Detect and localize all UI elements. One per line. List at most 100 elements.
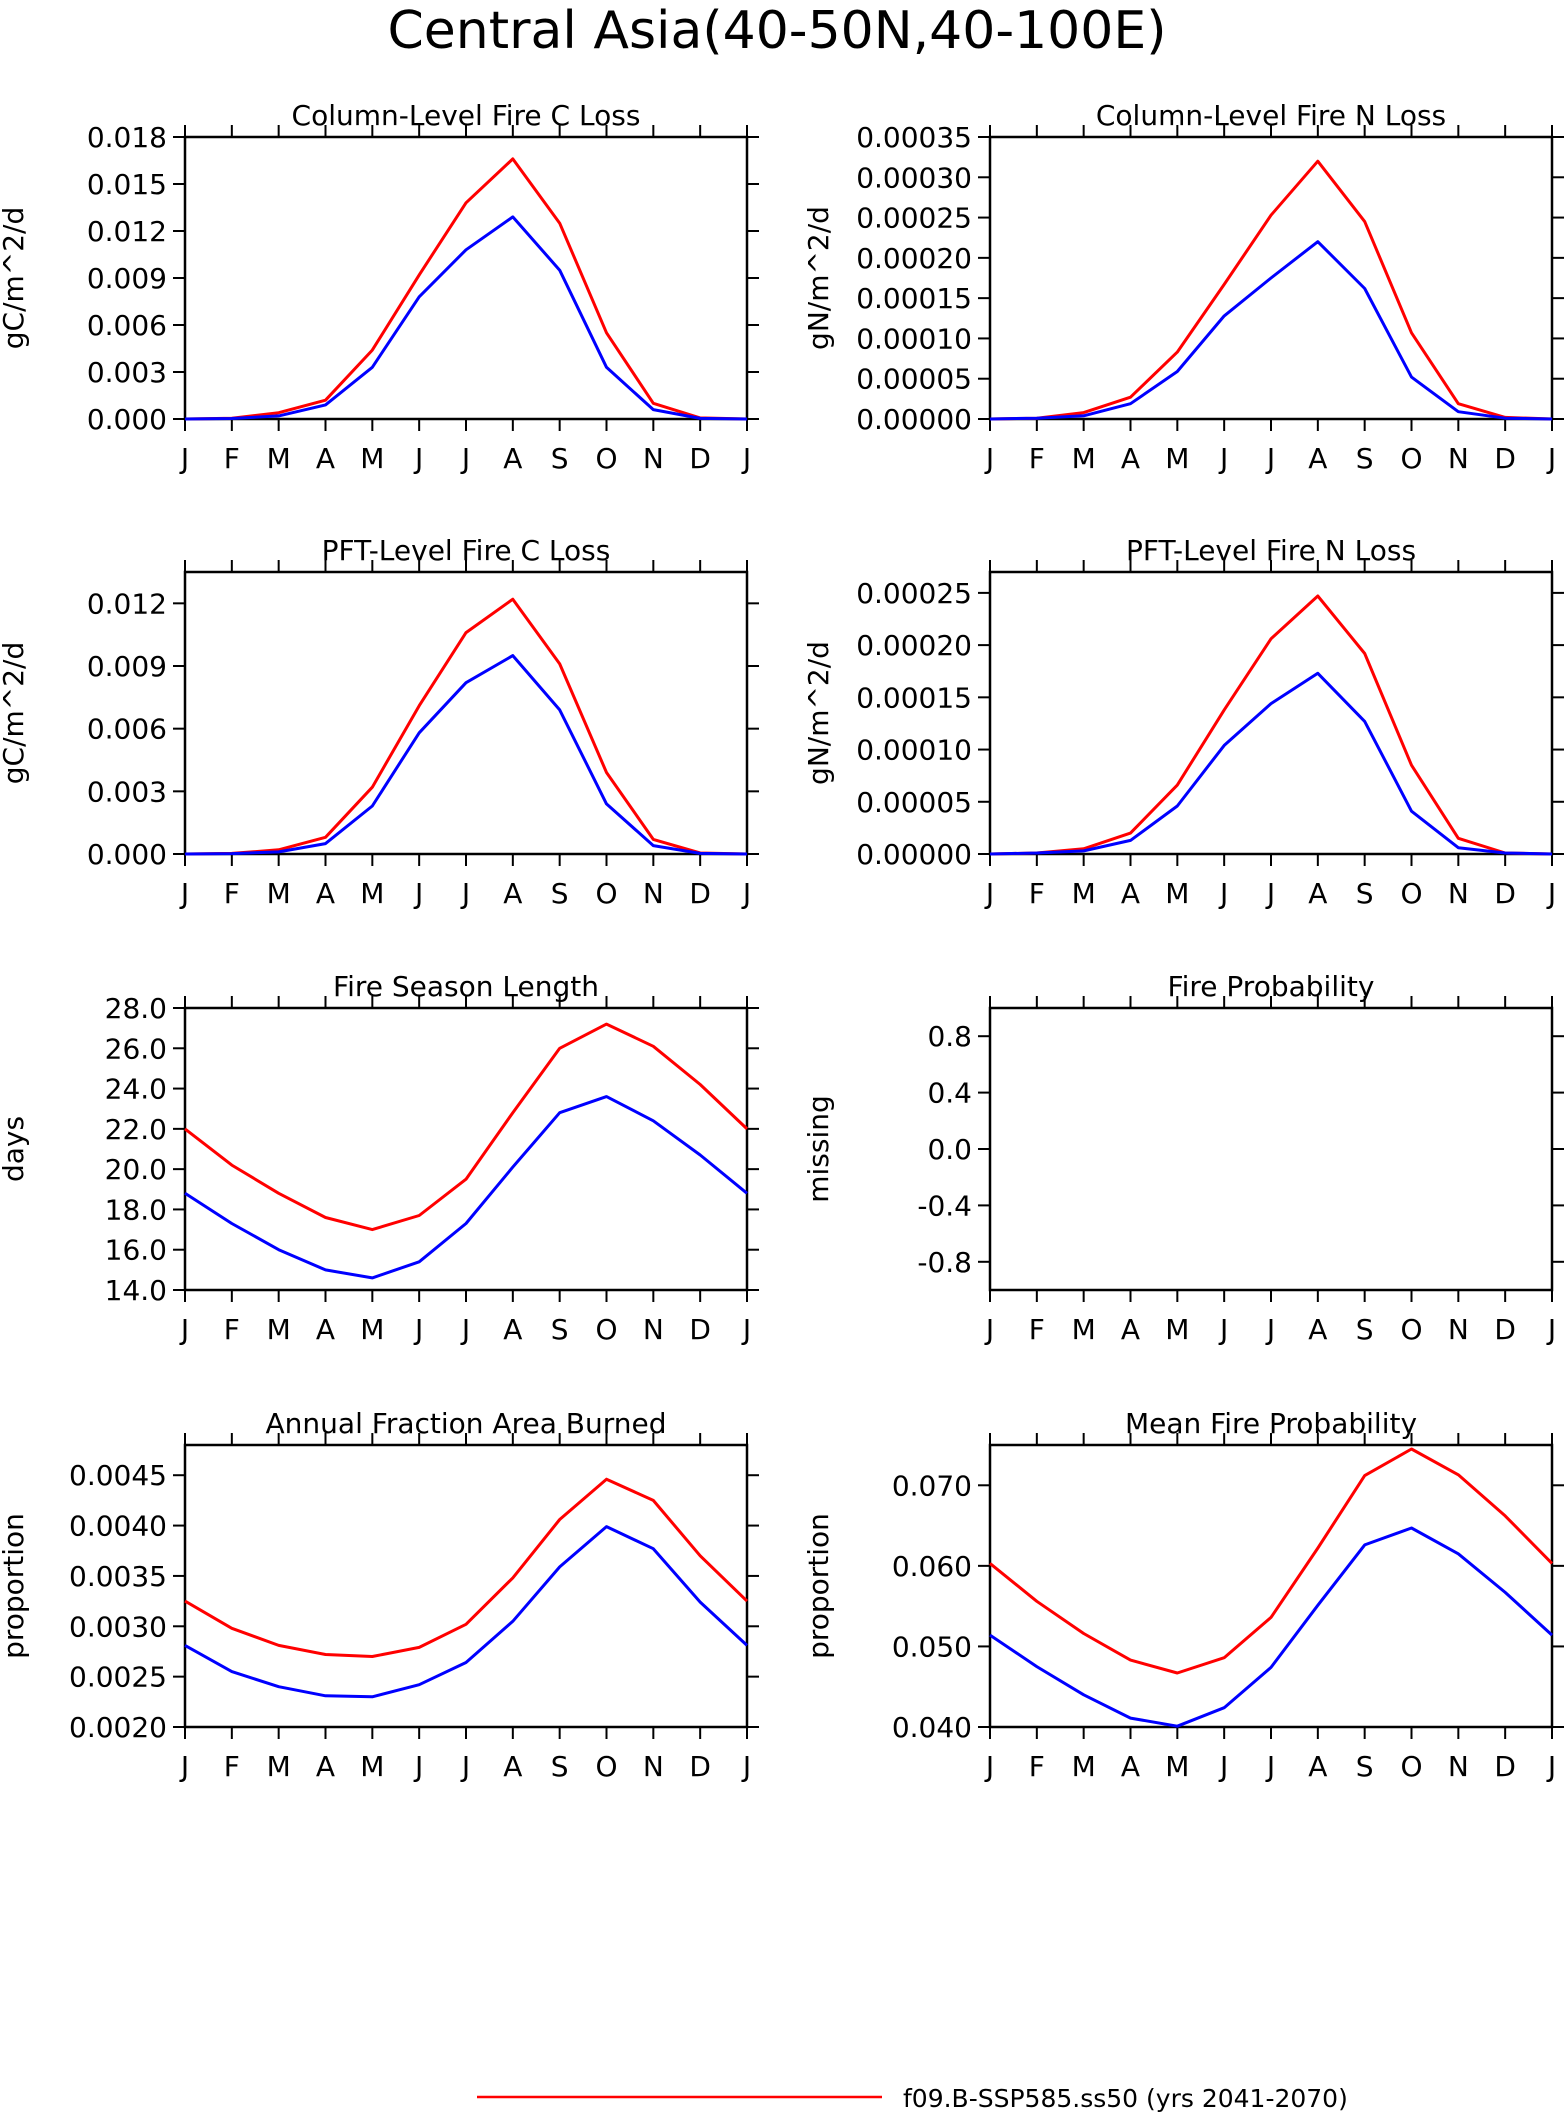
x-tick-label: O (1400, 1750, 1422, 1783)
y-tick-label: 0.003 (87, 775, 167, 808)
x-tick-label: A (503, 1313, 522, 1346)
figure-title: Central Asia(40-50N,40-100E) (388, 1, 1167, 61)
y-tick-label: 0.00030 (856, 161, 972, 194)
x-tick-label: S (1356, 1313, 1374, 1346)
x-tick-label: S (1356, 877, 1374, 910)
legend-label-red: f09.B-SSP585.ss50 (yrs 2041-2070) (903, 2084, 1348, 2113)
x-tick-label: J (460, 442, 470, 475)
x-tick-label: A (503, 877, 522, 910)
plot-frame (183, 570, 749, 856)
x-tick-label: N (1448, 877, 1469, 910)
y-axis-label: missing (802, 1095, 835, 1203)
x-tick-label: O (595, 442, 617, 475)
y-tick-label: 0.0 (927, 1133, 972, 1166)
plot-frame (988, 1006, 1554, 1292)
x-tick-label: M (1072, 442, 1096, 475)
y-tick-label: 0.015 (87, 168, 167, 201)
y-tick-label: 14.0 (105, 1274, 167, 1307)
series-line-red (989, 159, 1553, 421)
x-tick-label: F (1029, 1750, 1045, 1783)
x-tick-label: J (413, 1750, 423, 1783)
x-tick-label: N (1448, 1313, 1469, 1346)
x-tick-label: D (1494, 1750, 1516, 1783)
y-tick-label: 0.012 (87, 587, 167, 620)
y-tick-label: 28.0 (105, 992, 167, 1025)
x-tick-label: J (1218, 442, 1228, 475)
x-tick-label: F (224, 442, 240, 475)
x-tick-label: J (179, 442, 189, 475)
series-line-blue (989, 671, 1553, 856)
chart-panel-6: Fire Probabilitymissing-0.8-0.40.00.40.8… (802, 970, 1564, 1346)
plot-frame (183, 1006, 749, 1292)
x-tick-label: M (267, 1750, 291, 1783)
x-tick-label: D (689, 877, 711, 910)
x-tick-label: J (1265, 877, 1275, 910)
x-tick-label: N (1448, 442, 1469, 475)
x-tick-label: M (1165, 1750, 1189, 1783)
x-tick-label: S (551, 1750, 569, 1783)
x-tick-label: M (360, 1313, 384, 1346)
x-tick-label: J (1265, 1313, 1275, 1346)
x-tick-label: M (1072, 1313, 1096, 1346)
x-tick-label: J (460, 1313, 470, 1346)
x-tick-label: J (984, 442, 994, 475)
y-tick-label: -0.8 (917, 1246, 972, 1279)
x-tick-label: A (1308, 442, 1327, 475)
series-line-red (184, 157, 748, 421)
x-tick-label: O (595, 877, 617, 910)
y-axis-label: gC/m^2/d (0, 642, 30, 785)
y-axis-label: gN/m^2/d (802, 641, 835, 785)
x-tick-label: D (1494, 877, 1516, 910)
x-tick-label: J (1218, 877, 1228, 910)
x-tick-label: D (689, 1313, 711, 1346)
y-axis-label: gN/m^2/d (802, 206, 835, 350)
x-tick-label: J (984, 1750, 994, 1783)
x-tick-label: J (413, 442, 423, 475)
chart-panel-1: Column-Level Fire C LossgC/m^2/d0.0000.0… (0, 99, 759, 475)
x-tick-label: J (179, 1313, 189, 1346)
x-tick-label: S (551, 1313, 569, 1346)
y-tick-label: 0.00005 (856, 786, 972, 819)
y-tick-label: 0.018 (87, 121, 167, 154)
chart-panel-3: PFT-Level Fire C LossgC/m^2/d0.0000.0030… (0, 534, 759, 910)
chart-panel-8: Mean Fire Probabilityproportion0.0400.05… (802, 1407, 1564, 1783)
x-tick-label: J (413, 877, 423, 910)
x-tick-label: S (551, 877, 569, 910)
series-line-blue (989, 1526, 1554, 1728)
x-tick-label: D (689, 1750, 711, 1783)
panels-group: Column-Level Fire C LossgC/m^2/d0.0000.0… (0, 99, 1564, 1783)
y-tick-label: 22.0 (105, 1113, 167, 1146)
x-tick-label: M (1072, 1750, 1096, 1783)
y-axis-label: proportion (0, 1513, 30, 1659)
y-tick-label: 0.000 (87, 403, 167, 436)
y-tick-label: 0.0040 (69, 1510, 167, 1543)
x-tick-label: J (1218, 1750, 1228, 1783)
x-tick-label: N (643, 1313, 664, 1346)
y-tick-label: 0.000 (87, 838, 167, 871)
x-tick-label: M (267, 442, 291, 475)
x-tick-label: M (360, 877, 384, 910)
x-tick-label: F (1029, 1313, 1045, 1346)
x-tick-label: J (1546, 1750, 1556, 1783)
x-tick-label: M (267, 877, 291, 910)
y-axis-label: days (0, 1116, 30, 1182)
legend: f09.B-SSP585.ss50 (yrs 2041-2070) (477, 2084, 1348, 2113)
y-tick-label: 0.0030 (69, 1610, 167, 1643)
x-tick-label: S (551, 442, 569, 475)
x-tick-label: J (984, 1313, 994, 1346)
y-tick-label: 24.0 (105, 1073, 167, 1106)
series-line-blue (184, 1095, 748, 1280)
plot-frame (988, 570, 1554, 856)
x-tick-label: J (179, 877, 189, 910)
y-tick-label: 0.00000 (856, 403, 972, 436)
y-tick-label: 0.00010 (856, 734, 972, 767)
series-line-blue (184, 1525, 749, 1699)
y-tick-label: 0.006 (87, 309, 167, 342)
y-axis-label: proportion (802, 1513, 835, 1659)
series-line-red (184, 1477, 749, 1658)
x-tick-label: J (741, 1750, 751, 1783)
x-tick-label: A (316, 1750, 335, 1783)
series-line-red (989, 594, 1553, 856)
y-axis-label: gC/m^2/d (0, 207, 30, 350)
